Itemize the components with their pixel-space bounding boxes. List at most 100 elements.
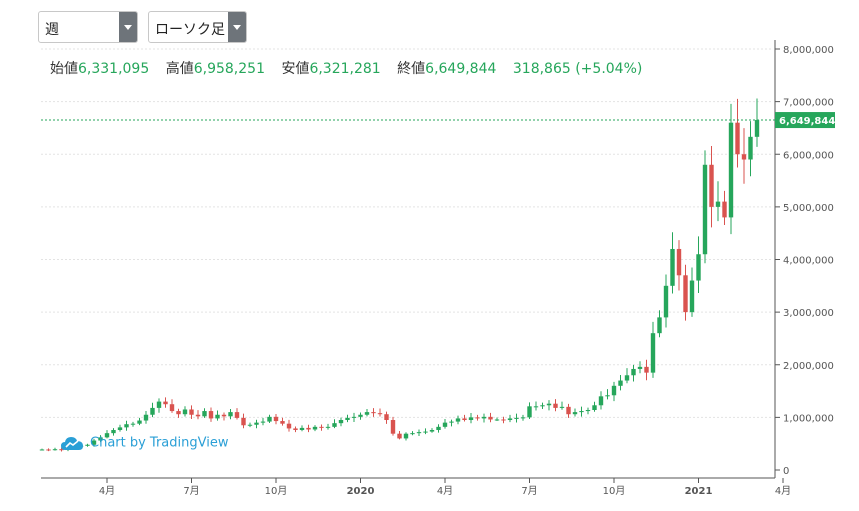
candle-body — [312, 426, 318, 430]
grid — [41, 48, 773, 418]
candle-body — [735, 122, 740, 155]
candle — [325, 423, 331, 430]
candle — [351, 412, 357, 422]
candle-body — [468, 417, 474, 421]
candle — [371, 408, 376, 417]
candle — [189, 405, 194, 420]
candle-body — [111, 430, 116, 434]
candle — [163, 397, 168, 408]
candle-body — [390, 420, 396, 434]
candle-body — [182, 409, 188, 415]
candle-body — [52, 449, 58, 451]
candle — [475, 414, 480, 421]
candle — [592, 401, 597, 412]
candle — [390, 416, 396, 436]
candle — [735, 98, 740, 168]
low-label: 安値 — [281, 61, 310, 77]
candle — [527, 402, 532, 419]
candle-body — [39, 449, 45, 451]
x-tick-label: 2021 — [685, 486, 713, 497]
candle-body — [650, 333, 656, 373]
candle-body — [540, 405, 545, 407]
candle-body — [618, 380, 623, 386]
candle — [644, 359, 649, 381]
y-tick-label: 6,000,000 — [783, 150, 834, 161]
candle — [260, 417, 266, 426]
candle — [299, 425, 305, 432]
candle-body — [150, 407, 155, 415]
watermark-text: Chart by TradingView — [90, 435, 229, 451]
candle — [488, 412, 493, 423]
candle-body — [221, 414, 227, 417]
candle — [618, 375, 623, 391]
candle-body — [585, 410, 591, 412]
candle — [663, 274, 669, 328]
open-value: 6,331,095 — [78, 61, 150, 77]
candle-body — [423, 431, 428, 433]
candle-body — [527, 406, 532, 418]
y-tick-label: 5,000,000 — [783, 203, 834, 214]
change-value: 318,865 (+5.04%) — [512, 61, 643, 77]
candle — [273, 413, 279, 425]
candle — [657, 310, 662, 338]
candle-body — [267, 416, 272, 422]
candle — [585, 407, 591, 415]
candle — [572, 408, 578, 417]
candle — [715, 181, 721, 222]
candle — [702, 150, 708, 264]
candle — [579, 406, 584, 417]
candle-body — [104, 433, 110, 438]
candle — [202, 408, 207, 418]
candle — [403, 432, 409, 441]
candle — [501, 416, 506, 424]
candle — [416, 429, 422, 437]
chevron-down-icon[interactable] — [228, 12, 246, 42]
y-tick-label: 2,000,000 — [783, 361, 834, 372]
y-axis: 0 1,000,000 2,000,000 3,000,000 4,000,000 5,0… — [774, 40, 834, 478]
candle-body — [403, 433, 409, 439]
candle-body — [546, 403, 552, 406]
low-value: 6,321,281 — [309, 61, 381, 77]
candle — [533, 401, 539, 411]
chevron-down-icon[interactable] — [119, 12, 137, 42]
candle-body — [364, 412, 370, 415]
candle — [137, 417, 142, 426]
candle-body — [351, 416, 357, 418]
candle — [46, 448, 51, 452]
candle — [143, 410, 149, 424]
candle-body — [572, 412, 578, 415]
candle-body — [715, 201, 721, 207]
tradingview-watermark[interactable]: Chart by TradingView — [60, 433, 228, 453]
candle — [111, 428, 116, 436]
candle — [364, 408, 370, 417]
candle — [358, 412, 363, 420]
candle-body — [611, 385, 617, 396]
x-tick-label: 10月 — [603, 485, 626, 497]
candle — [540, 402, 545, 409]
candle — [124, 420, 129, 431]
candle — [423, 428, 428, 435]
candle — [670, 232, 675, 294]
candle-body — [98, 437, 103, 441]
chart-type-select[interactable]: ローソク足 — [148, 11, 247, 43]
x-tick-label: 4月 — [437, 485, 453, 497]
candle — [228, 408, 233, 420]
interval-select[interactable]: 週 — [38, 11, 138, 43]
candle-body — [117, 427, 123, 431]
candle — [384, 411, 389, 424]
x-tick-label: 7月 — [521, 485, 537, 497]
candle-body — [644, 366, 649, 373]
candle-body — [754, 120, 760, 137]
candle-body — [202, 411, 207, 417]
x-tick-label: 2020 — [347, 486, 375, 497]
candle — [293, 426, 298, 433]
candle — [234, 408, 240, 420]
candle — [104, 430, 110, 439]
candle — [455, 415, 461, 425]
candle-body — [85, 444, 90, 446]
candle-body — [475, 417, 480, 419]
candle-body — [488, 416, 493, 420]
candle-body — [143, 414, 149, 421]
candle-body — [319, 426, 324, 428]
